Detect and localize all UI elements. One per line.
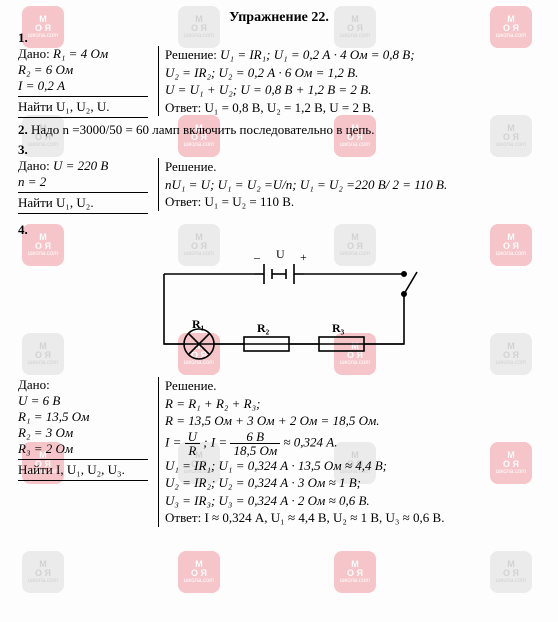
svg-text:R₂: R₂ xyxy=(257,321,270,335)
problem-3-number: 3. xyxy=(18,142,540,158)
circuit-diagram: – + U R₁ R₂ R₃ xyxy=(124,244,434,369)
find-label: Найти U₁, U₂, U. xyxy=(18,99,148,118)
sol-l2: U₂ = IR₂; U₂ = 0,2 А · 6 Ом = 1,2 В. xyxy=(165,64,540,82)
given-r1: R₁ = 4 Ом xyxy=(53,46,108,61)
answer: Ответ: U₁ = 0,8 В, U₂ = 1,2 В, U = 2 В. xyxy=(165,99,540,117)
solution-label: Решение. xyxy=(165,377,540,395)
sol-l6: U₃ = IR₃; U₃ = 0,324 А · 2 Ом ≈ 0,6 В. xyxy=(165,492,540,510)
given-label: Дано: xyxy=(18,158,50,173)
given-r1: R₁ = 13,5 Ом xyxy=(18,409,148,425)
problem-4-number: 4. xyxy=(18,222,540,238)
given-r2: R₂ = 3 Ом xyxy=(18,425,148,441)
find-label: Найти U₁, U₂. xyxy=(18,195,148,214)
watermark-icon: МО Яшкола.com xyxy=(334,551,376,593)
answer: Ответ: I ≈ 0,324 А, U₁ ≈ 4,4 В, U₂ ≈ 1 В… xyxy=(165,509,540,527)
sol-l2: R = 13,5 Ом + 3 Ом + 2 Ом = 18,5 Ом. xyxy=(165,412,540,430)
problem-4: Дано: U = 6 В R₁ = 13,5 Ом R₂ = 3 Ом R₃ … xyxy=(18,377,540,527)
sol-l1: nU₁ = U; U₁ = U₂ =U/n; U₁ = U₂ =220 В/ 2… xyxy=(165,176,540,194)
given-u: U = 6 В xyxy=(18,393,148,409)
given-r2: R₂ = 6 Ом xyxy=(18,62,148,78)
problem-1-number: 1. xyxy=(18,30,540,46)
solution-label: Решение: xyxy=(165,47,217,62)
problem-1: Дано: R₁ = 4 Ом R₂ = 6 Ом I = 0,2 А Найт… xyxy=(18,46,540,120)
svg-text:R₃: R₃ xyxy=(332,321,345,335)
watermark-icon: МО Яшкола.com xyxy=(490,551,532,593)
p2-text: Надо n =3000/50 = 60 ламп включить после… xyxy=(31,122,374,137)
sol-l1: U₁ = IR₁; U₁ = 0,2 А · 4 Ом = 0,8 В; xyxy=(220,47,414,62)
solution-label: Решение. xyxy=(165,158,540,176)
find-label: Найти I, U₁, U₂, U₃. xyxy=(18,462,148,481)
sol-frac: I = UR ; I = 6 В18,5 Ом ≈ 0,324 А. xyxy=(165,430,540,457)
given-i: I = 0,2 А xyxy=(18,78,148,97)
given-r3: R₃ = 2 Ом xyxy=(18,441,148,460)
given-u: U = 220 В xyxy=(53,158,108,173)
exercise-title: Упражнение 22. xyxy=(18,10,540,26)
problem-3: Дано: U = 220 В n = 2 Найти U₁, U₂. Реше… xyxy=(18,158,540,216)
given-label: Дано: xyxy=(18,46,50,61)
svg-text:R₁: R₁ xyxy=(192,317,205,331)
svg-text:+: + xyxy=(300,250,307,264)
given-label: Дано: xyxy=(18,377,148,393)
svg-text:U: U xyxy=(276,247,285,261)
sol-l4: U₁ = IR₁; U₁ = 0,324 А · 13,5 Ом ≈ 4,4 В… xyxy=(165,457,540,475)
sol-l1: R = R₁ + R₂ + R₃; xyxy=(165,395,540,413)
problem-2: 2. Надо n =3000/50 = 60 ламп включить по… xyxy=(18,122,540,138)
watermark-icon: МО Яшкола.com xyxy=(22,551,64,593)
sol-l3: U = U₁ + U₂; U = 0,8 В + 1,2 В = 2 В. xyxy=(165,81,540,99)
sol-l5: U₂ = IR₂; U₂ = 0,324 А · 3 Ом ≈ 1 В; xyxy=(165,474,540,492)
watermark-icon: МО Яшкола.com xyxy=(178,551,220,593)
svg-text:–: – xyxy=(253,250,261,264)
given-n: n = 2 xyxy=(18,174,148,193)
answer: Ответ: U₁ = U₂ = 110 В. xyxy=(165,193,540,211)
